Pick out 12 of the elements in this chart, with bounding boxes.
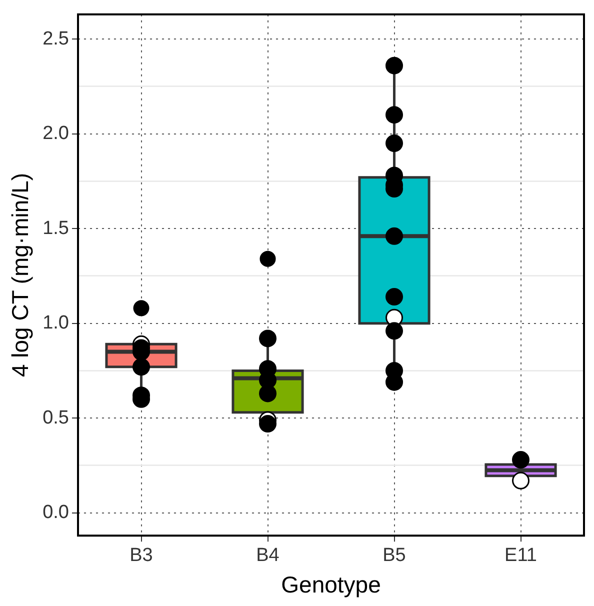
y-tick-label: 2.5 (42, 28, 70, 50)
y-tick-label: 1.0 (42, 312, 70, 334)
x-tick-label: B4 (256, 545, 280, 566)
y-tick-label: 1.5 (42, 218, 70, 239)
y-tick-label: 0.0 (42, 502, 70, 524)
x-tick-label: B5 (382, 545, 406, 566)
y-axis-title: 4 log CT (mg·min/L) (7, 172, 34, 378)
y-tick-label: 0.5 (42, 407, 70, 428)
x-tick-label: B3 (130, 545, 153, 566)
y-tick-label: 2.0 (42, 123, 70, 144)
x-tick-label: E11 (504, 545, 537, 566)
x-axis-title: Genotype (281, 572, 381, 598)
